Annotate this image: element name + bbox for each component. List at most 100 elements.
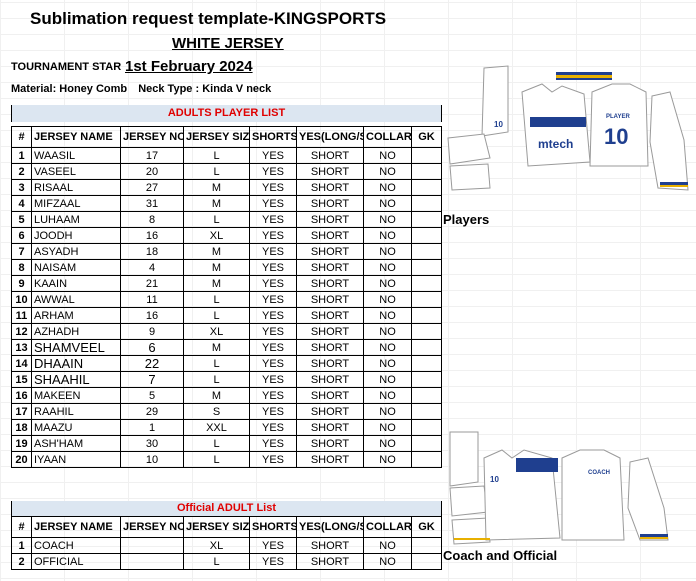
table-cell[interactable]: NO bbox=[363, 355, 412, 372]
table-cell[interactable]: 8 bbox=[120, 211, 184, 228]
table-cell[interactable]: NO bbox=[363, 275, 412, 292]
table-cell[interactable] bbox=[411, 275, 442, 292]
officials-header-cell[interactable]: SHORTS bbox=[249, 516, 297, 538]
table-cell[interactable] bbox=[411, 227, 442, 244]
officials-header-cell[interactable]: COLLAR bbox=[363, 516, 412, 538]
table-cell[interactable]: YES bbox=[249, 275, 297, 292]
table-cell[interactable]: 18 bbox=[120, 243, 184, 260]
table-cell[interactable]: ASH'HAM bbox=[31, 435, 121, 452]
table-cell[interactable]: NO bbox=[363, 307, 412, 324]
neck-type-cell[interactable]: Neck Type : Kinda V neck bbox=[138, 83, 272, 95]
table-cell[interactable]: SHORT bbox=[296, 163, 364, 180]
table-cell[interactable]: JOODH bbox=[31, 227, 121, 244]
table-cell[interactable]: 15 bbox=[11, 371, 32, 388]
table-cell[interactable]: 13 bbox=[11, 339, 32, 356]
table-cell[interactable]: L bbox=[183, 451, 250, 468]
table-cell[interactable]: 20 bbox=[11, 451, 32, 468]
table-cell[interactable]: SHORT bbox=[296, 323, 364, 340]
adults-header-cell[interactable]: JERSEY NO bbox=[120, 126, 184, 148]
table-cell[interactable]: SHAAHIL bbox=[31, 371, 121, 388]
table-cell[interactable]: 7 bbox=[120, 371, 184, 388]
table-cell[interactable]: ASYADH bbox=[31, 243, 121, 260]
table-cell[interactable]: 3 bbox=[11, 179, 32, 196]
table-cell[interactable]: YES bbox=[249, 419, 297, 436]
table-cell[interactable]: 12 bbox=[11, 323, 32, 340]
table-cell[interactable]: L bbox=[183, 147, 250, 164]
table-cell[interactable]: OFFICIAL bbox=[31, 553, 121, 570]
table-cell[interactable]: SHORT bbox=[296, 195, 364, 212]
table-cell[interactable]: YES bbox=[249, 291, 297, 308]
table-cell[interactable]: 4 bbox=[120, 259, 184, 276]
table-cell[interactable]: NO bbox=[363, 339, 412, 356]
table-cell[interactable]: ARHAM bbox=[31, 307, 121, 324]
table-cell[interactable]: L bbox=[183, 211, 250, 228]
table-cell[interactable]: YES bbox=[249, 355, 297, 372]
table-cell[interactable]: 27 bbox=[120, 179, 184, 196]
officials-header-cell[interactable]: JERSEY SIZE bbox=[183, 516, 250, 538]
table-cell[interactable]: YES bbox=[249, 179, 297, 196]
table-cell[interactable]: NO bbox=[363, 179, 412, 196]
table-cell[interactable]: 10 bbox=[11, 291, 32, 308]
table-cell[interactable]: YES bbox=[249, 163, 297, 180]
table-cell[interactable] bbox=[411, 211, 442, 228]
table-cell[interactable]: AZHADH bbox=[31, 323, 121, 340]
table-cell[interactable]: NO bbox=[363, 291, 412, 308]
table-cell[interactable]: NO bbox=[363, 163, 412, 180]
table-cell[interactable]: YES bbox=[249, 553, 297, 570]
table-cell[interactable]: SHORT bbox=[296, 259, 364, 276]
table-cell[interactable]: YES bbox=[249, 307, 297, 324]
table-cell[interactable]: 11 bbox=[120, 291, 184, 308]
table-cell[interactable] bbox=[411, 419, 442, 436]
table-cell[interactable]: NO bbox=[363, 195, 412, 212]
table-cell[interactable]: SHORT bbox=[296, 275, 364, 292]
table-cell[interactable]: COACH bbox=[31, 537, 121, 554]
table-cell[interactable]: NO bbox=[363, 451, 412, 468]
table-cell[interactable]: 8 bbox=[11, 259, 32, 276]
adults-header-cell[interactable]: YES(LONG/SH bbox=[296, 126, 364, 148]
table-cell[interactable]: L bbox=[183, 355, 250, 372]
table-cell[interactable]: SHORT bbox=[296, 211, 364, 228]
table-cell[interactable]: L bbox=[183, 371, 250, 388]
table-cell[interactable]: MAAZU bbox=[31, 419, 121, 436]
table-cell[interactable]: YES bbox=[249, 259, 297, 276]
table-cell[interactable]: SHORT bbox=[296, 371, 364, 388]
table-cell[interactable]: SHORT bbox=[296, 307, 364, 324]
table-cell[interactable]: M bbox=[183, 195, 250, 212]
table-cell[interactable]: 11 bbox=[11, 307, 32, 324]
table-cell[interactable]: XL bbox=[183, 537, 250, 554]
table-cell[interactable]: KAAIN bbox=[31, 275, 121, 292]
table-cell[interactable]: SHORT bbox=[296, 435, 364, 452]
table-cell[interactable]: NO bbox=[363, 147, 412, 164]
table-cell[interactable]: YES bbox=[249, 339, 297, 356]
table-cell[interactable]: NO bbox=[363, 537, 412, 554]
table-cell[interactable] bbox=[411, 147, 442, 164]
table-cell[interactable]: NO bbox=[363, 419, 412, 436]
table-cell[interactable]: SHORT bbox=[296, 537, 364, 554]
table-cell[interactable]: SHORT bbox=[296, 339, 364, 356]
table-cell[interactable]: SHORT bbox=[296, 291, 364, 308]
adults-header-cell[interactable]: JERSEY NAME bbox=[31, 126, 121, 148]
table-cell[interactable]: SHORT bbox=[296, 419, 364, 436]
table-cell[interactable]: XL bbox=[183, 227, 250, 244]
table-cell[interactable]: SHORT bbox=[296, 553, 364, 570]
table-cell[interactable]: NO bbox=[363, 323, 412, 340]
table-cell[interactable]: NO bbox=[363, 243, 412, 260]
table-cell[interactable]: 10 bbox=[120, 451, 184, 468]
table-cell[interactable]: 16 bbox=[120, 227, 184, 244]
table-cell[interactable]: M bbox=[183, 243, 250, 260]
table-cell[interactable]: YES bbox=[249, 435, 297, 452]
table-cell[interactable]: MIFZAAL bbox=[31, 195, 121, 212]
table-cell[interactable] bbox=[411, 291, 442, 308]
table-cell[interactable]: 4 bbox=[11, 195, 32, 212]
adults-header-cell[interactable]: JERSEY SIZE bbox=[183, 126, 250, 148]
table-cell[interactable]: 6 bbox=[11, 227, 32, 244]
table-cell[interactable]: 5 bbox=[11, 211, 32, 228]
table-cell[interactable]: YES bbox=[249, 195, 297, 212]
table-cell[interactable]: L bbox=[183, 163, 250, 180]
table-cell[interactable] bbox=[411, 355, 442, 372]
table-cell[interactable]: YES bbox=[249, 451, 297, 468]
table-cell[interactable]: YES bbox=[249, 243, 297, 260]
table-cell[interactable]: NAISAM bbox=[31, 259, 121, 276]
table-cell[interactable]: 9 bbox=[120, 323, 184, 340]
table-cell[interactable]: 31 bbox=[120, 195, 184, 212]
